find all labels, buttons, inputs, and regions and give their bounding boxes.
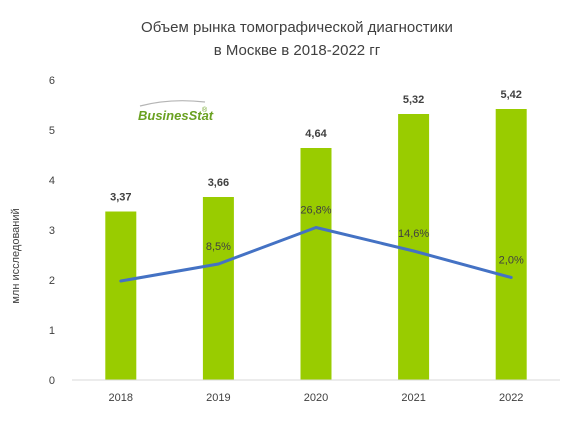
bar-value-label: 5,32 <box>403 94 424 106</box>
logo-text-a: Busines <box>138 108 189 123</box>
x-tick-label: 2022 <box>499 392 523 404</box>
logo: BusinesStat ® <box>138 100 214 123</box>
bars <box>105 109 527 380</box>
x-tick-label: 2021 <box>401 392 425 404</box>
x-tick-label: 2018 <box>109 392 133 404</box>
growth-value-label: 8,5% <box>206 241 231 253</box>
growth-value-label: 26,8% <box>300 205 331 217</box>
bar-value-label: 5,42 <box>500 89 521 101</box>
y-tick-label: 4 <box>49 175 55 187</box>
y-axis-ticks: 0 1 2 3 4 5 6 <box>49 75 55 387</box>
bar-value-label: 3,37 <box>110 192 131 204</box>
x-tick-label: 2019 <box>206 392 230 404</box>
x-axis-ticks: 2018 2019 2020 2021 2022 <box>109 392 524 404</box>
svg-text:BusinesStat: BusinesStat <box>138 108 214 123</box>
growth-value-label: 14,6% <box>398 228 429 240</box>
bar-value-label: 4,64 <box>305 128 327 140</box>
chart-title-line-2: в Москве в 2018-2022 гг <box>214 42 381 59</box>
growth-labels: 8,5% 26,8% 14,6% 2,0% <box>206 205 524 267</box>
bar-labels: 3,37 3,66 4,64 5,32 5,42 <box>110 89 522 204</box>
y-tick-label: 6 <box>49 75 55 87</box>
bar <box>495 109 527 380</box>
y-tick-label: 5 <box>49 125 55 137</box>
chart-title-line-1: Объем рынка томографической диагностики <box>141 19 453 36</box>
x-tick-label: 2020 <box>304 392 328 404</box>
y-tick-label: 1 <box>49 325 55 337</box>
bar <box>202 197 234 380</box>
logo-mark: ® <box>202 106 208 114</box>
bar <box>105 211 137 380</box>
y-axis-label: млн исследований <box>10 208 22 303</box>
growth-line <box>119 226 513 283</box>
y-tick-label: 2 <box>49 275 55 287</box>
y-tick-label: 0 <box>49 375 55 387</box>
growth-value-label: 2,0% <box>499 255 524 267</box>
bar <box>300 148 332 380</box>
logo-text-b: Stat <box>189 108 214 123</box>
logo-swoosh-icon <box>139 100 206 107</box>
y-tick-label: 3 <box>49 225 55 237</box>
bar-value-label: 3,66 <box>208 177 229 189</box>
